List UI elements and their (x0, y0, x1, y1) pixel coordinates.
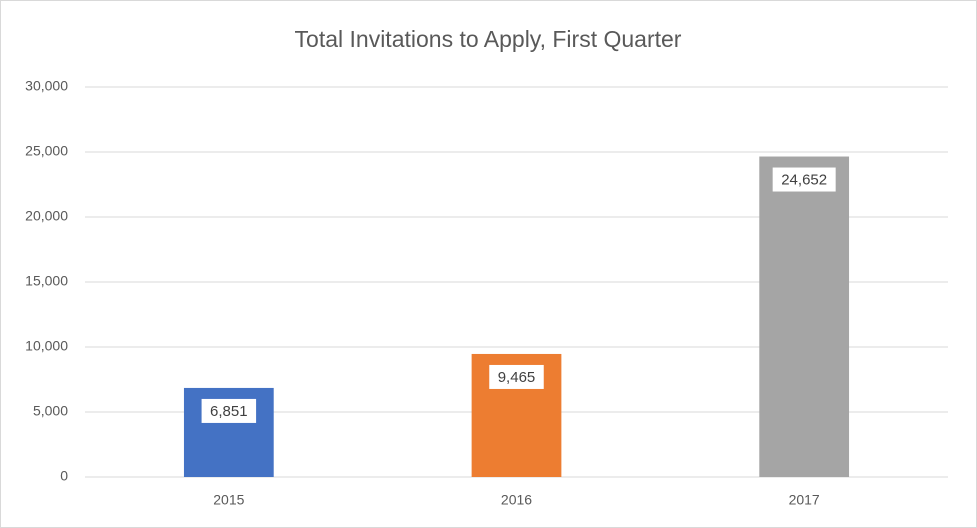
bar (759, 156, 850, 478)
y-tick-label: 5,000 (33, 403, 68, 419)
value-label-box (201, 398, 257, 423)
y-tick-label: 30,000 (25, 78, 68, 94)
y-tick-label: 15,000 (25, 273, 68, 289)
y-tick-label: 10,000 (25, 338, 68, 354)
value-label: 24,652 (781, 171, 827, 188)
x-tick-label: 2017 (789, 492, 820, 508)
x-tick-label: 2015 (213, 492, 244, 508)
y-tick-label: 0 (60, 468, 68, 484)
value-label-box (772, 167, 836, 192)
value-label: 6,851 (210, 403, 248, 420)
y-tick-label: 25,000 (25, 143, 68, 159)
y-tick-label: 20,000 (25, 208, 68, 224)
value-label: 9,465 (498, 369, 536, 386)
value-label-box (489, 364, 544, 389)
chart-title: Total Invitations to Apply, First Quarte… (295, 26, 682, 52)
x-tick-label: 2016 (501, 492, 532, 508)
